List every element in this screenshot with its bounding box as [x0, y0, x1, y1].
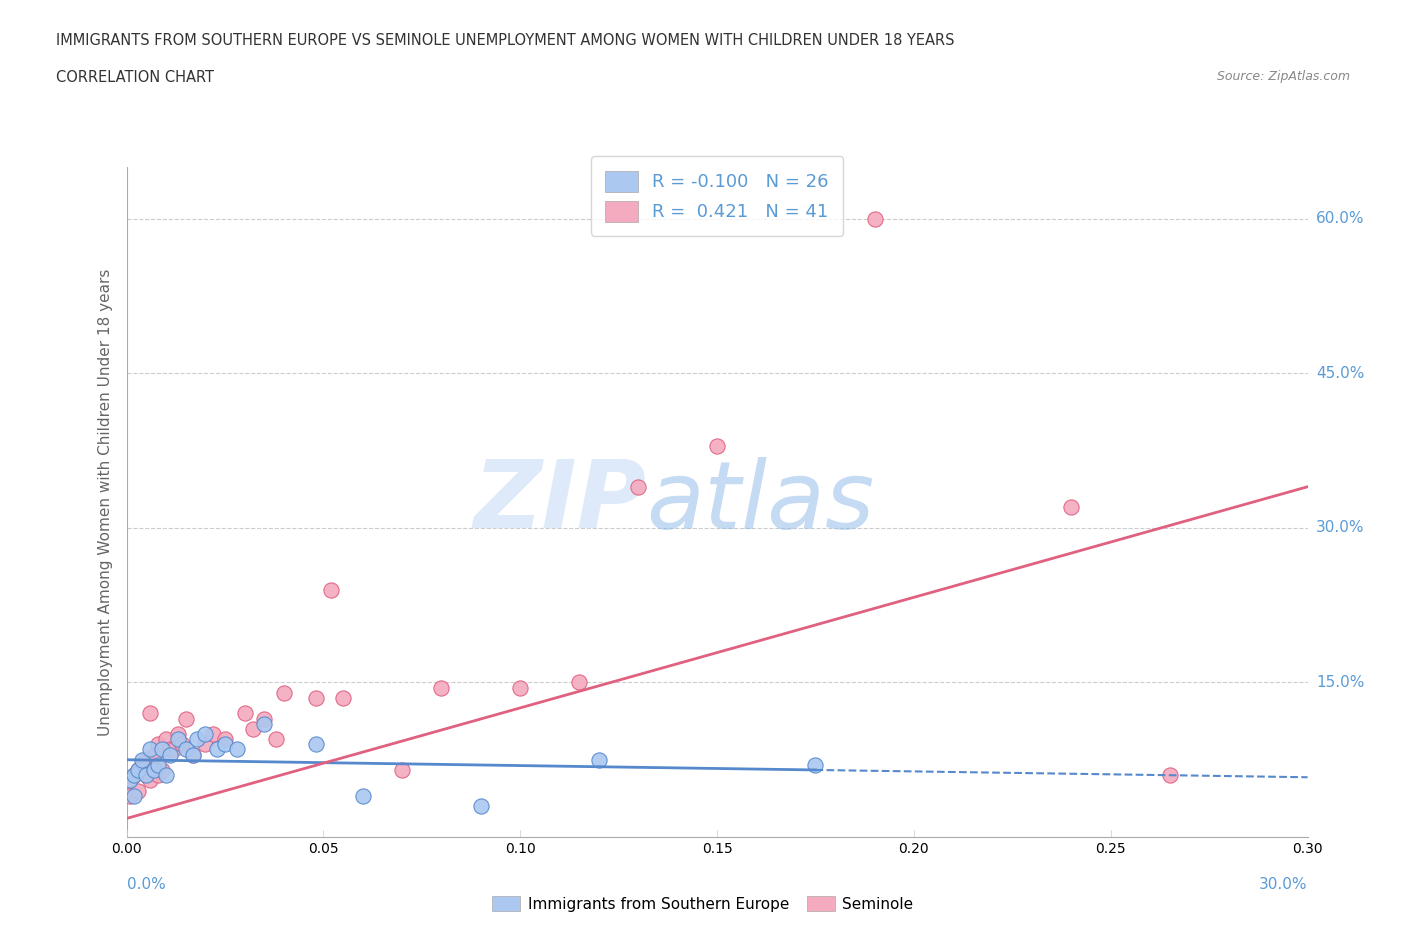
Point [124, 768, 146, 783]
Point [135, 752, 157, 767]
Text: 30.0%: 30.0% [1260, 877, 1308, 892]
Point [159, 742, 181, 757]
Point [155, 732, 177, 747]
Point [1159, 768, 1181, 783]
Point [509, 680, 531, 695]
Text: 30.0%: 30.0% [1316, 521, 1364, 536]
Point [183, 747, 205, 762]
Point [706, 438, 728, 453]
Point [166, 726, 188, 741]
Text: 15.0%: 15.0% [1316, 675, 1364, 690]
Point [170, 737, 193, 751]
Point [127, 783, 149, 798]
Text: 0.0%: 0.0% [127, 877, 166, 892]
Point [174, 742, 197, 757]
Point [139, 706, 162, 721]
Point [214, 732, 236, 747]
Point [146, 757, 169, 772]
Point [242, 722, 264, 737]
Point [146, 737, 169, 751]
Point [264, 732, 287, 747]
Point [166, 732, 188, 747]
Point [150, 742, 173, 757]
Point [155, 768, 177, 783]
Point [146, 768, 169, 783]
Point [183, 747, 205, 762]
Text: CORRELATION CHART: CORRELATION CHART [56, 70, 214, 85]
Point [273, 685, 295, 700]
Point [863, 211, 886, 226]
Text: 60.0%: 60.0% [1316, 211, 1364, 226]
Point [233, 706, 256, 721]
Point [127, 763, 149, 777]
Text: ZIP: ZIP [474, 457, 647, 548]
Y-axis label: Unemployment Among Women with Children Under 18 years: Unemployment Among Women with Children U… [98, 269, 114, 736]
Point [1060, 500, 1083, 515]
Point [143, 763, 166, 777]
Point [139, 773, 162, 788]
Point [120, 773, 142, 788]
Point [253, 716, 276, 731]
Point [194, 726, 217, 741]
Point [804, 757, 827, 772]
Point [124, 768, 146, 783]
Point [159, 747, 181, 762]
Point [194, 737, 217, 751]
Point [120, 773, 142, 788]
Legend: Immigrants from Southern Europe, Seminole: Immigrants from Southern Europe, Seminol… [486, 889, 920, 918]
Point [131, 752, 153, 767]
Legend: R = -0.100   N = 26, R =  0.421   N = 41: R = -0.100 N = 26, R = 0.421 N = 41 [591, 156, 844, 236]
Point [430, 680, 453, 695]
Point [205, 742, 228, 757]
Point [127, 763, 149, 777]
Point [627, 479, 650, 494]
Text: IMMIGRANTS FROM SOUTHERN EUROPE VS SEMINOLE UNEMPLOYMENT AMONG WOMEN WITH CHILDR: IMMIGRANTS FROM SOUTHERN EUROPE VS SEMIN… [56, 33, 955, 47]
Point [470, 799, 492, 814]
Text: 45.0%: 45.0% [1316, 365, 1364, 381]
Point [391, 763, 413, 777]
Point [568, 675, 591, 690]
Point [143, 747, 166, 762]
Point [225, 742, 247, 757]
Point [120, 789, 142, 804]
Point [131, 757, 153, 772]
Point [332, 690, 354, 705]
Point [139, 742, 162, 757]
Point [174, 711, 197, 726]
Point [352, 789, 374, 804]
Point [124, 789, 146, 804]
Point [588, 752, 610, 767]
Point [253, 711, 276, 726]
Point [202, 726, 225, 741]
Point [163, 742, 186, 757]
Text: atlas: atlas [647, 457, 875, 548]
Text: Source: ZipAtlas.com: Source: ZipAtlas.com [1216, 70, 1350, 83]
Point [150, 763, 173, 777]
Point [214, 737, 236, 751]
Point [304, 737, 326, 751]
Point [135, 768, 157, 783]
Point [321, 582, 343, 597]
Point [304, 690, 326, 705]
Point [186, 732, 208, 747]
Point [135, 768, 157, 783]
